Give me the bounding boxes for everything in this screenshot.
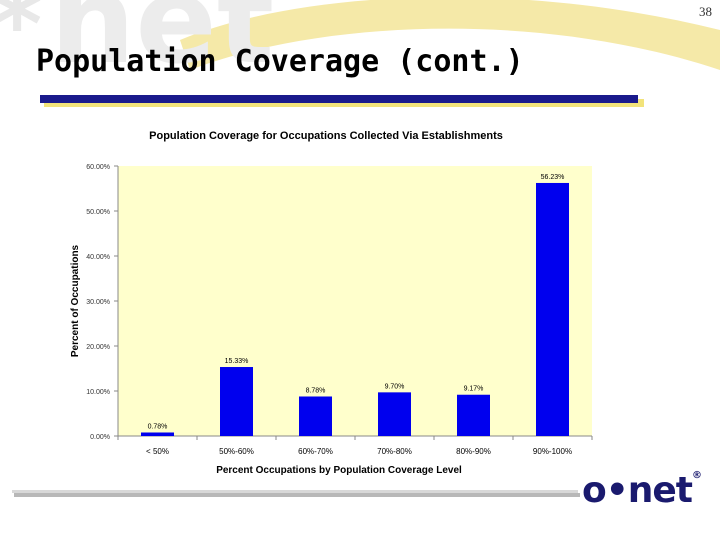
y-axis-label: Percent of Occupations <box>70 244 81 357</box>
bar-data-label: 15.33% <box>225 358 249 365</box>
svg-text:*: * <box>0 0 42 81</box>
y-tick-label: 0.00% <box>90 434 110 441</box>
y-tick-label: 50.00% <box>86 209 110 216</box>
title-underline-shadow <box>44 99 644 107</box>
x-tick-label: 60%-70% <box>298 447 333 456</box>
onet-logo: o•net® <box>582 470 702 511</box>
bar <box>141 432 174 436</box>
registered-mark: ® <box>692 470 702 481</box>
chart-title: Population Coverage for Occupations Coll… <box>149 130 503 142</box>
y-tick-label: 20.00% <box>86 344 110 351</box>
title-underline <box>40 95 638 103</box>
x-axis-label: Percent Occupations by Population Covera… <box>216 465 462 476</box>
x-tick-label: < 50% <box>146 447 169 456</box>
bar-data-label: 8.78% <box>306 387 326 394</box>
slide-title: Population Coverage (cont.) <box>36 44 524 79</box>
bar <box>536 182 569 436</box>
slide-number: 38 <box>699 4 712 19</box>
plot-area <box>118 166 592 436</box>
y-tick-label: 30.00% <box>86 299 110 306</box>
bar-data-label: 56.23% <box>541 174 565 181</box>
bar <box>299 396 332 436</box>
x-tick-label: 50%-60% <box>219 447 254 456</box>
svg-text:net: net <box>50 0 274 91</box>
x-tick-label: 80%-90% <box>456 447 491 456</box>
bar <box>378 392 411 436</box>
bar-data-label: 9.70% <box>385 383 405 390</box>
y-tick-label: 60.00% <box>86 164 110 171</box>
bar <box>457 394 490 436</box>
bar-data-label: 9.17% <box>464 386 484 393</box>
x-tick-label: 90%-100% <box>533 447 572 456</box>
onet-logo-text: o•net <box>582 470 693 511</box>
y-tick-label: 10.00% <box>86 389 110 396</box>
bar <box>220 367 253 436</box>
x-tick-label: 70%-80% <box>377 447 412 456</box>
y-tick-label: 40.00% <box>86 254 110 261</box>
footer-rule-shadow <box>14 493 580 497</box>
bar-data-label: 0.78% <box>148 423 168 430</box>
footer-rule <box>12 490 578 493</box>
